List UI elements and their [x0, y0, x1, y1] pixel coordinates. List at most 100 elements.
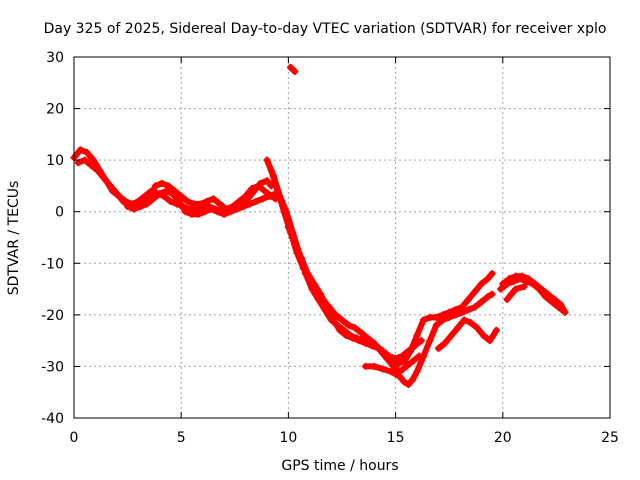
data-point — [310, 280, 318, 288]
series-line — [285, 224, 496, 367]
data-point — [471, 288, 479, 296]
data-point — [113, 190, 121, 198]
data-point — [381, 350, 389, 358]
y-tick-label: -30 — [41, 359, 64, 375]
series-line — [268, 167, 423, 375]
data-point — [426, 313, 434, 321]
data-point — [492, 326, 500, 334]
data-point — [76, 146, 84, 154]
data-point — [477, 280, 485, 288]
data-point — [169, 190, 177, 198]
x-axis-label: GPS time / hours — [281, 458, 398, 474]
data-point — [432, 321, 440, 329]
data-point — [452, 311, 460, 319]
series-track-c — [124, 187, 286, 218]
data-point — [404, 380, 412, 388]
data-point — [512, 285, 520, 293]
data-point — [432, 313, 440, 321]
data-point — [488, 270, 496, 278]
data-point — [460, 316, 468, 324]
data-point — [434, 344, 442, 352]
data-point — [280, 208, 288, 216]
data-point — [239, 203, 247, 211]
data-point — [94, 166, 102, 174]
data-point — [235, 197, 243, 205]
data-point — [480, 331, 488, 339]
data-point — [409, 357, 417, 365]
data-point — [267, 166, 275, 174]
data-point — [484, 293, 492, 301]
x-tick-label: 25 — [601, 430, 619, 446]
data-point — [203, 197, 211, 205]
data-point — [130, 205, 138, 213]
data-point — [248, 185, 256, 193]
data-point — [516, 275, 524, 283]
x-tick-label: 15 — [387, 430, 405, 446]
data-point — [317, 290, 325, 298]
data-point — [214, 208, 222, 216]
data-point — [555, 303, 563, 311]
axis-ticks: 0 5 10 15 20 25 -40 -30 -20 -10 0 10 20 30 — [41, 50, 619, 446]
data-point — [177, 192, 185, 200]
data-point — [242, 192, 250, 200]
data-point — [89, 156, 97, 164]
data-point — [522, 277, 530, 285]
data-point — [507, 290, 515, 298]
data-point — [477, 298, 485, 306]
data-point — [441, 339, 449, 347]
data-point — [274, 187, 282, 195]
data-points — [70, 63, 569, 388]
data-point — [344, 321, 352, 329]
data-point — [143, 200, 151, 208]
x-tick-label: 5 — [177, 430, 186, 446]
data-point — [83, 148, 91, 156]
data-point — [520, 282, 528, 290]
series-track-f — [284, 223, 496, 368]
y-tick-label: -40 — [41, 411, 64, 427]
data-point — [486, 337, 494, 345]
data-point — [471, 303, 479, 311]
data-point — [287, 63, 295, 71]
data-point — [156, 190, 164, 198]
series-track-l — [287, 63, 299, 75]
series-track-k — [503, 282, 528, 303]
data-point — [387, 368, 395, 376]
data-point — [323, 303, 331, 311]
data-point — [136, 203, 144, 211]
series-track-j — [497, 275, 569, 316]
y-axis-label: SDTVAR / TECUs — [6, 181, 22, 296]
data-point — [488, 290, 496, 298]
data-point — [184, 197, 192, 205]
data-point — [181, 208, 189, 216]
data-point — [151, 182, 159, 190]
data-point — [263, 177, 271, 185]
data-point — [124, 203, 132, 211]
data-point — [196, 200, 204, 208]
data-point — [529, 280, 537, 288]
data-point — [297, 254, 305, 262]
data-point — [417, 337, 425, 345]
data-point — [409, 375, 417, 383]
y-tick-label: -10 — [41, 256, 64, 272]
data-point — [497, 285, 505, 293]
data-point — [190, 200, 198, 208]
data-point — [447, 331, 455, 339]
data-point — [394, 360, 402, 368]
data-point — [503, 295, 511, 303]
data-point — [351, 324, 359, 332]
data-point — [284, 223, 292, 231]
data-point — [166, 197, 174, 205]
data-point — [259, 195, 267, 203]
plot-frame — [73, 56, 611, 419]
series-track-b — [74, 156, 280, 213]
data-point — [194, 210, 202, 218]
data-point — [220, 210, 228, 218]
data-point — [175, 197, 183, 205]
data-point — [535, 285, 543, 293]
data-point — [357, 329, 365, 337]
data-point — [464, 295, 472, 303]
data-point — [261, 187, 269, 195]
data-point — [464, 306, 472, 314]
data-point — [542, 293, 550, 301]
data-point — [233, 205, 241, 213]
